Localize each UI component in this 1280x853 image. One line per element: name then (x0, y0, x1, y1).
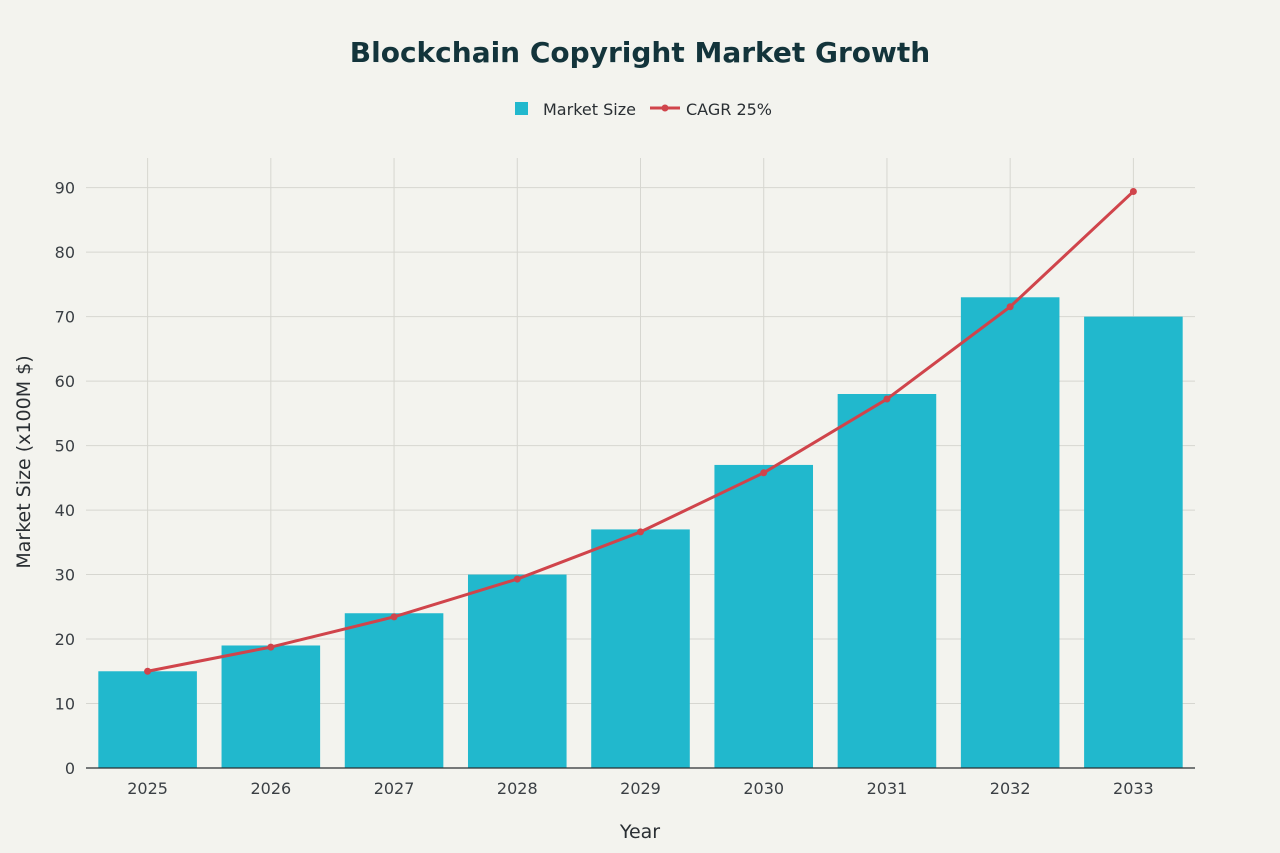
line-layer (144, 187, 1137, 675)
x-tick-label: 2028 (497, 779, 538, 798)
y-tick-label: 60 (55, 372, 75, 391)
y-tick-label: 0 (65, 759, 75, 778)
bar-2025 (98, 671, 197, 768)
cagr-point-2030 (760, 469, 768, 477)
cagr-point-2032 (1006, 303, 1014, 311)
bar-2028 (467, 574, 567, 768)
bar-layer (98, 297, 1183, 768)
legend-market-size-label: Market Size (543, 100, 636, 119)
legend-cagr-label: CAGR 25% (686, 100, 772, 119)
x-axis-title: Year (619, 821, 660, 843)
bar-2027 (344, 613, 444, 768)
x-tick-label: 2027 (374, 779, 415, 798)
cagr-point-2028 (513, 575, 521, 583)
x-tick-label: 2026 (250, 779, 291, 798)
y-tick-label: 70 (55, 308, 75, 327)
legend-cagr-marker (661, 104, 669, 112)
cagr-point-2027 (390, 613, 398, 621)
bar-2031 (837, 394, 937, 768)
bar-2029 (591, 529, 690, 768)
chart-title: Blockchain Copyright Market Growth (350, 36, 930, 69)
bar-2026 (221, 645, 321, 768)
x-tick-label: 2033 (1113, 779, 1154, 798)
y-tick-label: 90 (55, 179, 75, 198)
y-tick-label: 40 (55, 501, 75, 520)
y-tick-label: 80 (55, 243, 75, 262)
x-tick-label: 2025 (127, 779, 168, 798)
bar-2030 (714, 464, 814, 768)
x-tick-label: 2029 (620, 779, 661, 798)
cagr-point-2033 (1129, 187, 1137, 195)
legend-market-size-swatch (515, 102, 528, 115)
y-tick-label: 30 (55, 566, 75, 585)
x-tick-label: 2030 (743, 779, 784, 798)
cagr-point-2029 (637, 528, 644, 536)
legend: Market Size CAGR 25% (515, 100, 772, 119)
y-axis-title: Market Size (x100M $) (13, 355, 35, 568)
bar-2033 (1084, 316, 1183, 768)
cagr-point-2025 (144, 667, 152, 675)
y-tick-label: 10 (55, 695, 75, 714)
y-tick-label: 20 (55, 630, 75, 649)
bar-2032 (960, 297, 1060, 768)
cagr-point-2031 (883, 395, 891, 403)
y-tick-label: 50 (55, 437, 75, 456)
cagr-point-2026 (267, 643, 275, 651)
x-tick-label: 2032 (990, 779, 1031, 798)
x-tick-label: 2031 (867, 779, 908, 798)
